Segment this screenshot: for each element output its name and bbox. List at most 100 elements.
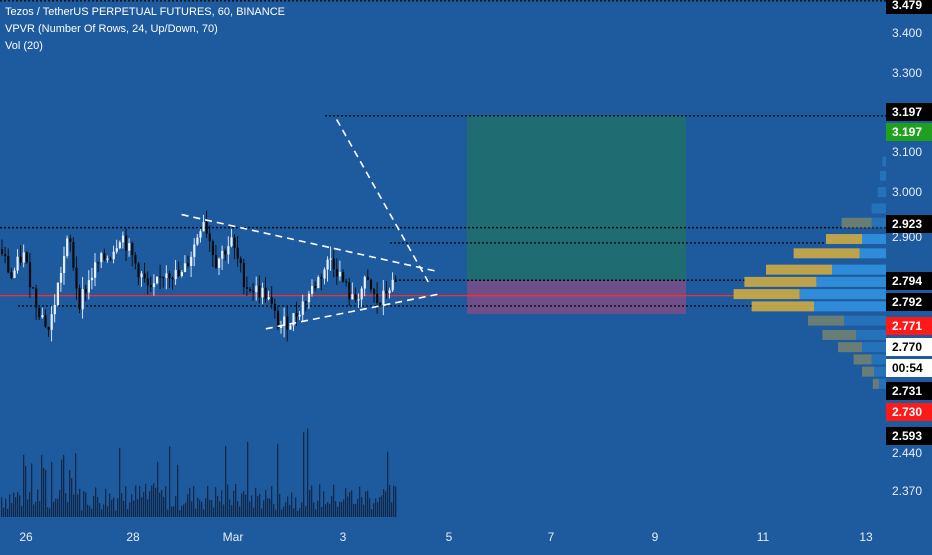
candle-body bbox=[134, 255, 137, 264]
volume-bar bbox=[29, 492, 31, 517]
volume-bar bbox=[299, 508, 301, 517]
candle-body bbox=[360, 288, 363, 300]
volume-bar bbox=[259, 493, 261, 517]
time-tick-label: 5 bbox=[446, 530, 453, 544]
candle-body bbox=[28, 262, 32, 288]
candle-body bbox=[87, 280, 90, 293]
candle-body bbox=[199, 231, 202, 238]
price-chart[interactable] bbox=[0, 0, 886, 520]
volume-bar bbox=[211, 500, 213, 517]
volume-bar bbox=[155, 487, 157, 517]
volume-bars bbox=[1, 428, 397, 517]
candle-body bbox=[289, 325, 292, 330]
price-badge-bg bbox=[886, 123, 932, 141]
volume-bar bbox=[213, 507, 215, 517]
volume-bar bbox=[127, 509, 129, 517]
price-badge-bg bbox=[886, 427, 932, 445]
volume-bar bbox=[13, 492, 15, 517]
vp-row-down bbox=[853, 354, 872, 365]
price-badge-label: 00:54 bbox=[892, 361, 923, 375]
candle-body bbox=[162, 277, 165, 279]
volume-bar bbox=[209, 499, 211, 517]
volume-bar bbox=[329, 503, 331, 517]
volume-bar bbox=[273, 504, 275, 517]
vp-row-up bbox=[859, 248, 886, 259]
candle-body bbox=[159, 276, 162, 278]
volume-bar bbox=[25, 465, 27, 517]
volume-bar bbox=[387, 451, 389, 517]
vpvr-indicator-label[interactable]: VPVR (Number Of Rows, 24, Up/Down, 70) bbox=[5, 23, 218, 35]
candle-body bbox=[143, 273, 146, 279]
volume-bar bbox=[231, 505, 233, 517]
candle-body bbox=[351, 294, 354, 300]
time-tick-label: 3 bbox=[340, 530, 347, 544]
vp-row-up bbox=[880, 170, 886, 181]
candle-body bbox=[323, 269, 326, 279]
volume-bar bbox=[53, 501, 55, 517]
volume-bar bbox=[77, 494, 79, 517]
volume-bar bbox=[119, 447, 121, 517]
volume-bar bbox=[185, 502, 187, 517]
volume-bar bbox=[79, 488, 81, 517]
price-axis[interactable]: 3.400 3.300 3.100 3.000 2.900 2.440 2.370 3.479… bbox=[886, 0, 932, 550]
candle-body bbox=[1, 249, 4, 254]
price-tick-label: 3.400 bbox=[892, 26, 922, 40]
volume-bar bbox=[279, 493, 281, 517]
price-badge-label: 2.593 bbox=[892, 429, 922, 443]
volume-bar bbox=[201, 501, 203, 517]
volume-bar bbox=[351, 490, 353, 517]
price-badge-label: 2.770 bbox=[892, 340, 922, 354]
time-axis[interactable]: 26 28 Mar 3 5 7 9 11 13 bbox=[0, 520, 886, 550]
volume-bar bbox=[309, 489, 311, 517]
volume-bar bbox=[197, 497, 199, 517]
volume-bar bbox=[169, 446, 171, 517]
volume-bar bbox=[203, 509, 205, 517]
volume-bar bbox=[361, 497, 363, 517]
volume-indicator-label[interactable]: Vol (20) bbox=[5, 40, 43, 52]
time-tick-label: 11 bbox=[757, 530, 770, 544]
chart-header: Tezos / TetherUS PERPETUAL FUTURES, 60, … bbox=[5, 4, 285, 55]
price-badge-bg bbox=[886, 272, 932, 290]
volume-bar bbox=[149, 491, 151, 517]
volume-bar bbox=[189, 487, 191, 517]
volume-bar bbox=[167, 509, 169, 517]
volume-bar bbox=[255, 487, 257, 517]
volume-bar bbox=[315, 509, 317, 517]
candle-body bbox=[307, 293, 311, 303]
symbol-title[interactable]: Tezos / TetherUS PERPETUAL FUTURES, 60, … bbox=[5, 6, 285, 18]
volume-bar bbox=[15, 497, 17, 517]
price-badge-label: 2.730 bbox=[892, 405, 922, 419]
volume-bar bbox=[21, 506, 23, 517]
candle-body bbox=[326, 259, 329, 270]
candle-body bbox=[22, 252, 25, 263]
volume-bar bbox=[131, 494, 133, 517]
candle-body bbox=[348, 282, 351, 300]
candle-body bbox=[196, 237, 199, 245]
volume-bar bbox=[343, 499, 345, 517]
candle-body bbox=[190, 256, 193, 266]
candle-body bbox=[183, 263, 187, 273]
chart-area[interactable] bbox=[0, 0, 886, 520]
volume-bar bbox=[3, 507, 5, 517]
volume-bar bbox=[249, 501, 251, 517]
volume-bar bbox=[303, 432, 305, 517]
volume-bar bbox=[87, 504, 89, 517]
price-tick-label: 2.370 bbox=[892, 484, 922, 498]
volume-bar bbox=[41, 455, 43, 517]
vp-row-up bbox=[871, 217, 886, 228]
candle-body bbox=[369, 279, 373, 290]
volume-bar bbox=[355, 503, 357, 517]
volume-bar bbox=[251, 495, 253, 517]
candle-body bbox=[38, 307, 41, 318]
volume-bar bbox=[225, 445, 227, 517]
volume-bar bbox=[219, 501, 221, 517]
volume-bar bbox=[243, 491, 245, 517]
candle-body bbox=[276, 310, 280, 329]
volume-bar bbox=[59, 490, 61, 517]
vp-row-down bbox=[862, 366, 874, 377]
volume-bar bbox=[229, 499, 231, 517]
candle-body bbox=[118, 242, 121, 249]
candle-body bbox=[329, 258, 332, 260]
candle-body bbox=[125, 235, 128, 251]
volume-bar bbox=[271, 486, 273, 517]
